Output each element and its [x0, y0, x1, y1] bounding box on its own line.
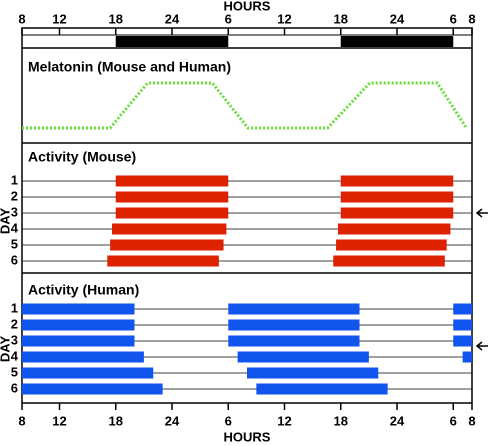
activity-bar — [112, 223, 227, 235]
activity-bar — [453, 335, 472, 347]
activity-bar — [462, 351, 472, 363]
frame — [21, 27, 473, 404]
y-axis-title: DAY — [0, 336, 12, 363]
x-tick-label: 18 — [109, 413, 123, 428]
panel-title: Activity (Mouse) — [28, 149, 136, 165]
activity-bar — [340, 175, 454, 187]
row-label: 2 — [11, 188, 18, 203]
activity-bar — [115, 191, 229, 203]
activity-bar — [337, 223, 451, 235]
row-label: 6 — [11, 380, 18, 395]
activity-bar — [228, 319, 360, 331]
activity-bar — [256, 383, 388, 395]
x-tick-label: 12 — [52, 11, 66, 26]
row-label: 6 — [11, 252, 18, 267]
activity-bar — [336, 239, 447, 251]
x-tick-label: 8 — [18, 11, 25, 26]
panel-title: Activity (Human) — [28, 282, 139, 298]
x-tick-label: 12 — [277, 413, 291, 428]
x-tick-label: 12 — [277, 11, 291, 26]
activity-bar — [228, 303, 360, 315]
activity-bar — [22, 303, 135, 315]
x-tick-label: 8 — [18, 413, 25, 428]
row-label: 4 — [11, 220, 19, 235]
activity-bar — [340, 207, 454, 219]
x-tick-label: 24 — [165, 413, 180, 428]
activity-bar — [247, 367, 379, 379]
activity-bar — [237, 351, 369, 363]
x-axis-title: HOURS — [224, 429, 271, 444]
x-tick-label: 24 — [390, 11, 405, 26]
x-tick-label: 24 — [390, 413, 405, 428]
activity-bar — [228, 335, 360, 347]
activity-bar — [22, 367, 154, 379]
row-label: 2 — [11, 316, 18, 331]
x-tick-label: 18 — [109, 11, 123, 26]
row-label: 1 — [11, 172, 18, 187]
activity-bar — [22, 351, 144, 363]
panel-title: Melatonin (Mouse and Human) — [28, 59, 231, 75]
x-axis-title: HOURS — [224, 0, 271, 13]
activity-bar — [110, 239, 224, 251]
x-tick-label: 24 — [165, 11, 180, 26]
x-tick-label: 18 — [334, 11, 348, 26]
arrow — [475, 341, 488, 351]
x-tick-label: 8 — [468, 413, 475, 428]
activity-bar — [115, 175, 229, 187]
x-tick-label: 6 — [450, 11, 457, 26]
row-label: 4 — [11, 348, 19, 363]
dark-period — [115, 36, 229, 47]
row-label: 5 — [11, 364, 18, 379]
row-label: 1 — [11, 300, 18, 315]
x-tick-label: 6 — [450, 413, 457, 428]
activity-bar — [115, 207, 229, 219]
row-label: 5 — [11, 236, 18, 251]
activity-bar — [333, 255, 445, 267]
x-tick-label: 6 — [225, 11, 232, 26]
dark-period — [340, 36, 454, 47]
activity-bar — [453, 319, 472, 331]
activity-bar — [107, 255, 219, 267]
x-tick-label: 18 — [334, 413, 348, 428]
x-tick-label: 12 — [52, 413, 66, 428]
activity-bar — [22, 319, 135, 331]
arrow — [475, 208, 488, 218]
row-label: 3 — [11, 332, 18, 347]
activity-bar — [22, 335, 135, 347]
y-axis-title: DAY — [0, 208, 12, 235]
activity-bar — [453, 303, 472, 315]
activity-bar — [22, 383, 163, 395]
row-label: 3 — [11, 204, 18, 219]
x-tick-label: 6 — [225, 413, 232, 428]
melatonin-line — [22, 81, 468, 130]
x-tick-label: 8 — [468, 11, 475, 26]
activity-bar — [340, 191, 454, 203]
